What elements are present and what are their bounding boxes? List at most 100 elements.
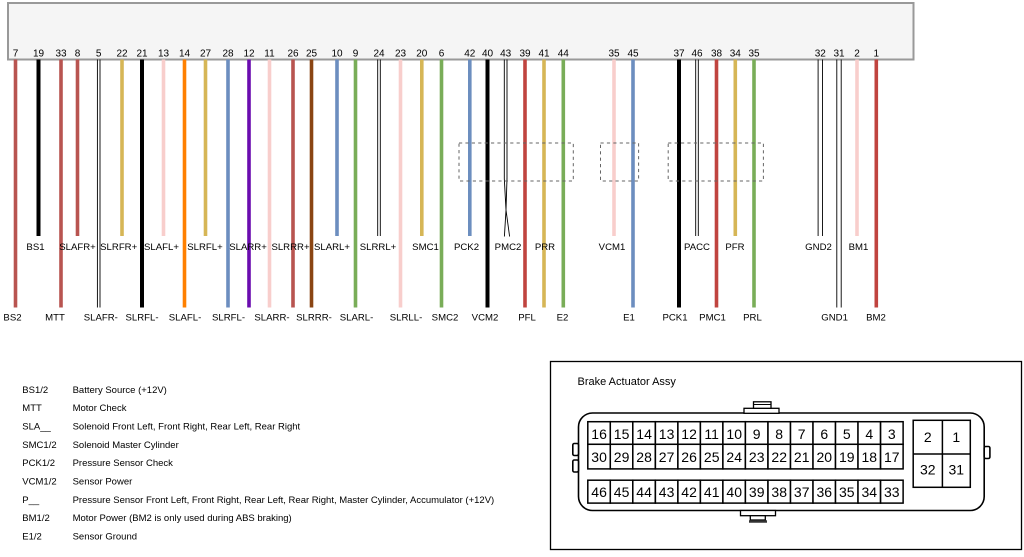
svg-text:SLA__: SLA__ (22, 422, 51, 433)
svg-text:42: 42 (681, 484, 697, 500)
svg-text:10: 10 (331, 49, 343, 60)
svg-text:27: 27 (200, 49, 212, 60)
svg-text:PMC1: PMC1 (699, 313, 726, 324)
svg-text:15: 15 (614, 426, 630, 442)
svg-text:31: 31 (949, 462, 965, 478)
svg-text:38: 38 (711, 49, 723, 60)
svg-text:PCK1/2: PCK1/2 (22, 458, 55, 469)
svg-text:21: 21 (794, 449, 810, 465)
svg-text:Pressure Sensor Check: Pressure Sensor Check (73, 458, 174, 469)
svg-text:5: 5 (96, 49, 102, 60)
svg-text:41: 41 (704, 484, 720, 500)
svg-text:SLARR-: SLARR- (254, 313, 289, 324)
svg-text:27: 27 (659, 449, 675, 465)
svg-text:33: 33 (884, 484, 900, 500)
svg-text:SLRLL-: SLRLL- (390, 313, 423, 324)
svg-text:SMC1/2: SMC1/2 (22, 440, 56, 451)
svg-text:34: 34 (862, 484, 878, 500)
svg-text:29: 29 (614, 449, 630, 465)
svg-text:17: 17 (884, 449, 900, 465)
svg-text:BM1: BM1 (849, 242, 869, 253)
svg-text:40: 40 (482, 49, 494, 60)
svg-text:1: 1 (952, 429, 960, 445)
svg-text:6: 6 (439, 49, 445, 60)
svg-text:SLRRL+: SLRRL+ (360, 242, 397, 253)
svg-text:PMC2: PMC2 (495, 242, 522, 253)
svg-text:22: 22 (771, 449, 787, 465)
svg-text:39: 39 (749, 484, 765, 500)
svg-text:SLARL+: SLARL+ (314, 242, 350, 253)
svg-text:E2: E2 (557, 313, 569, 324)
svg-text:31: 31 (833, 49, 845, 60)
svg-text:8: 8 (75, 49, 81, 60)
svg-text:22: 22 (116, 49, 128, 60)
svg-text:46: 46 (691, 49, 703, 60)
svg-text:35: 35 (608, 49, 620, 60)
svg-text:25: 25 (306, 49, 318, 60)
svg-text:Sensor Ground: Sensor Ground (73, 532, 137, 543)
svg-text:12: 12 (243, 49, 255, 60)
svg-text:BS1/2: BS1/2 (22, 385, 48, 396)
svg-text:16: 16 (591, 426, 607, 442)
svg-text:1: 1 (874, 49, 880, 60)
svg-text:11: 11 (264, 49, 275, 60)
svg-text:44: 44 (636, 484, 652, 500)
svg-text:PACC: PACC (684, 242, 710, 253)
svg-text:7: 7 (798, 426, 806, 442)
svg-text:PFL: PFL (518, 313, 536, 324)
svg-text:42: 42 (464, 49, 476, 60)
svg-text:BM2: BM2 (866, 313, 886, 324)
svg-text:PCK2: PCK2 (454, 242, 479, 253)
svg-text:43: 43 (659, 484, 675, 500)
svg-text:20: 20 (817, 449, 833, 465)
svg-text:SLRFL-: SLRFL- (125, 313, 158, 324)
svg-text:SLRFL-: SLRFL- (212, 313, 245, 324)
svg-text:34: 34 (730, 49, 742, 60)
svg-text:MTT: MTT (22, 403, 42, 414)
svg-text:25: 25 (704, 449, 720, 465)
svg-text:E1: E1 (623, 313, 635, 324)
svg-text:11: 11 (704, 426, 719, 442)
svg-text:SLRRR-: SLRRR- (296, 313, 332, 324)
svg-text:10: 10 (726, 426, 742, 442)
svg-text:28: 28 (636, 449, 652, 465)
svg-text:GND2: GND2 (805, 242, 832, 253)
svg-text:36: 36 (817, 484, 833, 500)
svg-text:Motor Check: Motor Check (73, 403, 127, 414)
svg-text:39: 39 (519, 49, 531, 60)
svg-text:46: 46 (591, 484, 607, 500)
svg-text:45: 45 (627, 49, 639, 60)
svg-text:VCM1: VCM1 (599, 242, 626, 253)
svg-text:GND1: GND1 (821, 313, 848, 324)
svg-text:26: 26 (287, 49, 299, 60)
svg-text:PFR: PFR (725, 242, 744, 253)
svg-text:BM1/2: BM1/2 (22, 513, 49, 524)
svg-text:Motor Power (BM2 is only used: Motor Power (BM2 is only used during ABS… (73, 513, 292, 524)
svg-text:20: 20 (416, 49, 428, 60)
svg-text:SLRFL+: SLRFL+ (187, 242, 223, 253)
svg-text:37: 37 (794, 484, 810, 500)
svg-text:SLRRR+: SLRRR+ (271, 242, 310, 253)
svg-text:13: 13 (158, 49, 170, 60)
svg-text:19: 19 (839, 449, 855, 465)
svg-text:SLAFR-: SLAFR- (84, 313, 118, 324)
svg-text:24: 24 (373, 49, 385, 60)
svg-text:12: 12 (681, 426, 697, 442)
svg-text:44: 44 (558, 49, 570, 60)
svg-text:14: 14 (179, 49, 191, 60)
svg-text:4: 4 (865, 426, 873, 442)
svg-text:Solenoid Front Left, Front Rig: Solenoid Front Left, Front Right, Rear L… (73, 422, 301, 433)
svg-text:45: 45 (614, 484, 630, 500)
svg-text:32: 32 (920, 462, 936, 478)
svg-text:SLAFL+: SLAFL+ (144, 242, 179, 253)
svg-text:Battery Source (+12V): Battery Source (+12V) (73, 385, 167, 396)
svg-text:PRR: PRR (535, 242, 555, 253)
svg-text:SLARR+: SLARR+ (229, 242, 267, 253)
svg-text:40: 40 (726, 484, 742, 500)
svg-text:5: 5 (843, 426, 851, 442)
svg-text:7: 7 (13, 49, 19, 60)
svg-text:38: 38 (771, 484, 787, 500)
svg-text:43: 43 (500, 49, 512, 60)
svg-text:35: 35 (839, 484, 855, 500)
svg-text:SLAFL-: SLAFL- (169, 313, 202, 324)
